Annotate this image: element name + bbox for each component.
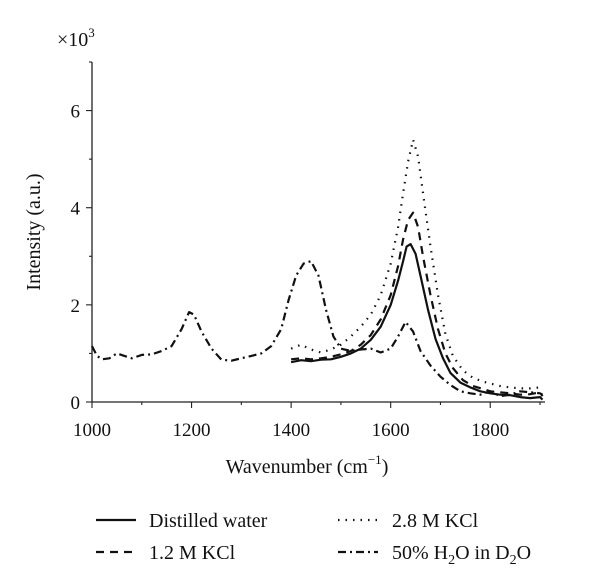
legend: Distilled water 2.8 M KCl 1.2 M KCl 50% … (96, 510, 531, 568)
y-axis-title: Intensity (a.u.) (23, 173, 45, 290)
y-tick-label: 6 (71, 102, 81, 123)
legend-label-2-8m-kcl: 2.8 M KCl (392, 510, 479, 532)
legend-item-1-2m-kcl: 1.2 M KCl (96, 542, 236, 564)
x-axis-title: Wavenumber (cm−1) (226, 452, 389, 478)
x-tick-label: 1800 (471, 420, 509, 441)
legend-item-distilled-water: Distilled water (96, 510, 268, 532)
x-tick-label: 1600 (372, 420, 410, 441)
legend-label-distilled-water: Distilled water (149, 510, 268, 532)
series-line-solid (290, 243, 544, 401)
ticks: 0 2 4 6 1000 1200 1400 1600 1800 (71, 61, 541, 441)
x-tick-label: 1200 (173, 420, 211, 441)
x-tick-label: 1400 (272, 420, 310, 441)
series-line-dotted (290, 138, 544, 391)
legend-label-1-2m-kcl: 1.2 M KCl (149, 542, 236, 564)
y-tick-label: 0 (71, 393, 81, 414)
series-layer (91, 138, 544, 401)
series-line-dashed (290, 211, 544, 397)
x-tick-label: 1000 (73, 420, 111, 441)
axes (91, 62, 545, 403)
series-line-dashdot (91, 260, 544, 398)
legend-item-h2o-d2o: 50% H2O in D2O (338, 542, 531, 568)
y-multiplier-label: ×103 (57, 25, 95, 51)
y-tick-label: 2 (71, 296, 81, 317)
legend-item-2-8m-kcl: 2.8 M KCl (338, 510, 479, 532)
legend-label-h2o-d2o: 50% H2O in D2O (392, 542, 531, 568)
y-tick-label: 4 (71, 199, 81, 220)
